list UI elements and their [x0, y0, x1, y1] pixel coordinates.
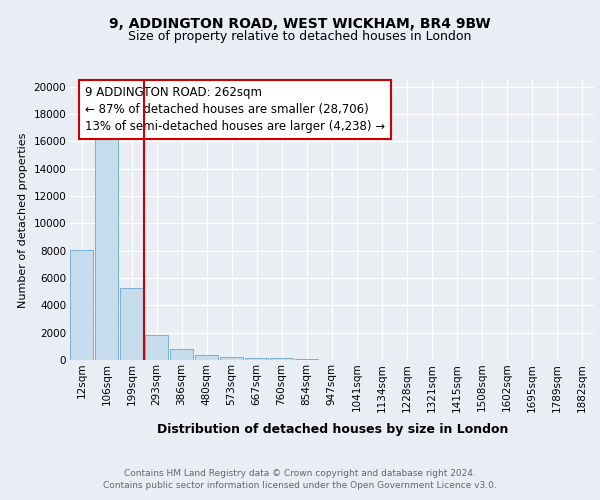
Bar — [70, 250, 93, 360]
Text: 9 ADDINGTON ROAD: 262sqm
← 87% of detached houses are smaller (28,706)
13% of se: 9 ADDINGTON ROAD: 262sqm ← 87% of detach… — [85, 86, 385, 132]
Bar — [120, 288, 143, 360]
Text: 9, ADDINGTON ROAD, WEST WICKHAM, BR4 9BW: 9, ADDINGTON ROAD, WEST WICKHAM, BR4 9BW — [109, 18, 491, 32]
Bar — [220, 358, 243, 360]
Bar — [245, 358, 268, 360]
Bar — [170, 349, 193, 360]
Bar — [270, 358, 293, 360]
Bar — [145, 336, 168, 360]
Text: Size of property relative to detached houses in London: Size of property relative to detached ho… — [128, 30, 472, 43]
Text: Distribution of detached houses by size in London: Distribution of detached houses by size … — [157, 422, 509, 436]
Bar — [295, 358, 318, 360]
Text: Contains HM Land Registry data © Crown copyright and database right 2024.
Contai: Contains HM Land Registry data © Crown c… — [103, 468, 497, 490]
Y-axis label: Number of detached properties: Number of detached properties — [18, 132, 28, 308]
Bar — [95, 134, 118, 360]
Bar — [195, 355, 218, 360]
